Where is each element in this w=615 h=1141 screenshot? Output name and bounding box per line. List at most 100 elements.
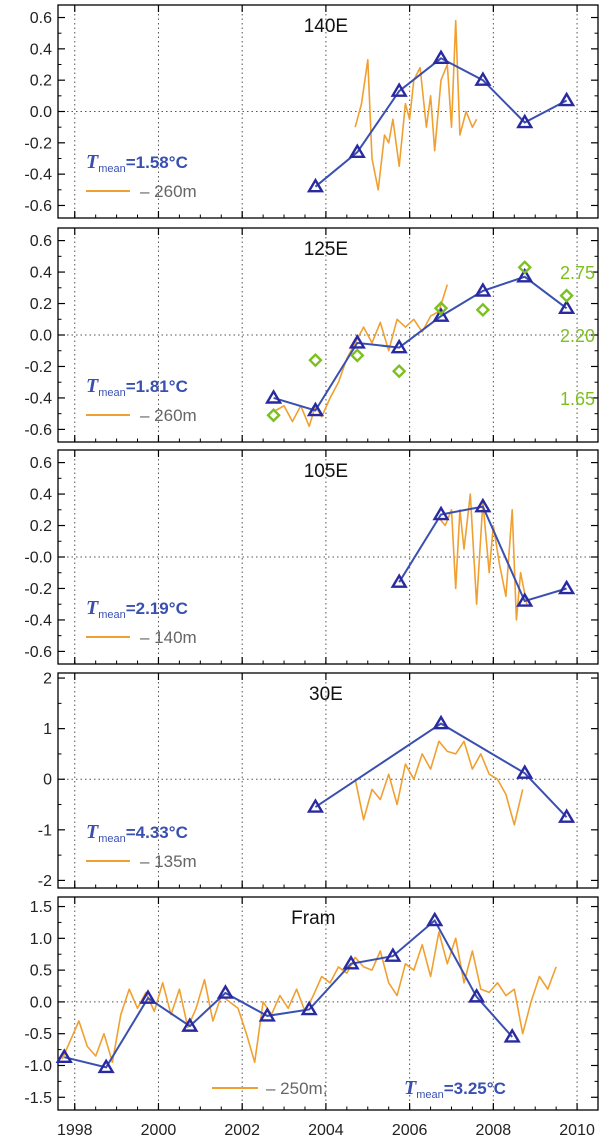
diamond-marker: [433, 301, 449, 316]
y-tick-label: 0.5: [30, 963, 52, 980]
triangle-marker: [306, 401, 325, 417]
panel-125e: -0.6 -0.4 -0.2 0.0 0.2 0.4 0.6 125E 2.75 2.20 1.65…: [24, 227, 599, 443]
triangle-marker: [474, 497, 492, 513]
diamond-marker: [475, 302, 491, 318]
diamond-marker: [517, 260, 532, 275]
panel-title: 125E: [304, 239, 348, 260]
legend-line-label: – 260m: [140, 182, 197, 201]
y-tick-label: 0.6: [30, 233, 52, 250]
triangle-marker: [516, 764, 534, 779]
triangle-marker: [516, 592, 534, 607]
observed-series-line: [275, 284, 449, 428]
y-tick-label: -0.4: [24, 167, 52, 184]
y-tick-label: -1.0: [24, 1058, 52, 1075]
x-tick-label: 2004: [308, 1122, 344, 1139]
panel-30e: -2 -1 0 1 2 30E Tmean=4.33°C – 135m: [38, 671, 599, 890]
y-tick-label: 0.6: [30, 10, 52, 27]
x-tick-label: 2008: [476, 1122, 512, 1139]
legend-tmean: Tmean=2.19°C: [86, 597, 188, 621]
y-tick-label: -0.4: [24, 390, 52, 407]
triangle-marker: [216, 984, 235, 999]
observed-series-line: [61, 931, 557, 1064]
legend-tmean: Tmean=1.58°C: [86, 151, 188, 175]
model-series-line: [273, 275, 568, 412]
triangle-marker: [390, 338, 408, 354]
triangle-marker: [306, 798, 325, 813]
y-tick-label: 0.4: [30, 265, 52, 282]
x-tick-label: 2010: [559, 1122, 595, 1139]
diamond-marker: [391, 363, 407, 379]
right-axis-label: 2.75: [560, 263, 595, 283]
y-tick-label: 1.5: [30, 899, 52, 916]
triangle-marker: [432, 714, 450, 730]
triangle-marker: [468, 987, 486, 1003]
triangle-marker: [55, 1048, 73, 1063]
y-tick-label: 1: [43, 721, 52, 738]
x-tick-label: 2000: [141, 1122, 177, 1139]
right-axis-label: 1.65: [560, 389, 595, 409]
triangle-marker: [432, 307, 450, 322]
diamond-marker: [559, 288, 574, 303]
panel-105e: -0.6 -0.4 -0.2 -0.0 0.2 0.4 0.6 105E Tmean=2.19°…: [24, 449, 599, 665]
y-tick-label: 1.0: [30, 931, 52, 948]
triangle-marker: [390, 82, 408, 97]
y-tick-label: 0.6: [30, 455, 52, 472]
y-tick-label: -0.6: [24, 644, 52, 661]
panel-title: 140E: [304, 16, 348, 37]
triangle-marker: [432, 505, 450, 521]
panel-frame: [57, 896, 599, 1111]
observed-series-line: [354, 740, 524, 826]
triangle-marker: [558, 579, 576, 595]
triangle-marker: [306, 177, 325, 193]
panel-fram: -1.5 -1.0 -0.5 0.0 0.5 1.0 1.5 Fram – 250m; Tmean…: [24, 896, 599, 1111]
triangle-marker: [558, 299, 576, 314]
triangle-marker: [426, 911, 444, 927]
triangle-marker: [264, 389, 283, 404]
triangle-marker: [300, 1000, 318, 1016]
y-tick-label: 0.4: [30, 487, 52, 504]
panel-frame: [57, 672, 599, 889]
triangle-marker: [390, 573, 408, 588]
legend-line-label: – 135m: [140, 852, 197, 871]
triangle-marker: [342, 954, 360, 970]
diamond-marker: [350, 348, 365, 363]
triangle-marker: [516, 267, 534, 283]
y-tick-label: 0.2: [30, 296, 52, 313]
model-series-line: [398, 505, 567, 603]
panel-140e: -0.6 -0.4 -0.2 0.0 0.2 0.4 0.6 140E Tmean=1.58°C…: [24, 4, 599, 219]
y-tick-label: -2: [38, 873, 52, 890]
panel-title: Fram: [291, 908, 335, 929]
y-tick-label: 0.0: [30, 994, 52, 1011]
triangle-marker: [348, 334, 366, 349]
legend-line-label: – 250m;: [266, 1079, 327, 1098]
triangle-marker: [432, 49, 450, 64]
triangle-marker: [516, 113, 534, 129]
y-tick-label: -0.0: [24, 550, 52, 567]
triangle-marker: [139, 989, 157, 1004]
legend-tmean: Tmean=4.33°C: [86, 821, 188, 845]
y-tick-label: -0.5: [24, 1026, 52, 1043]
legend-tmean: Tmean=1.81°C: [86, 375, 188, 399]
legend-tmean: Tmean=3.25°C: [404, 1077, 506, 1101]
y-tick-label: 0.4: [30, 41, 52, 58]
triangle-marker: [474, 282, 492, 297]
model-series-line: [314, 57, 568, 188]
y-tick-label: -0.2: [24, 581, 52, 598]
y-tick-label: 0.2: [30, 518, 52, 535]
triangle-marker: [503, 1028, 521, 1043]
y-tick-label: 2: [43, 671, 52, 688]
triangle-marker: [97, 1058, 115, 1074]
y-tick-label: 0: [43, 772, 52, 789]
x-tick-label: 2006: [392, 1122, 428, 1139]
model-series-line: [314, 722, 568, 818]
legend-line-label: – 140m: [140, 628, 197, 647]
right-axis-label: 2.20: [560, 326, 595, 346]
diamond-marker: [308, 352, 323, 368]
panel-title: 30E: [309, 684, 343, 705]
panel-title: 105E: [304, 461, 348, 482]
y-tick-label: 0.2: [30, 73, 52, 90]
triangle-marker: [558, 91, 576, 107]
y-tick-label: -0.6: [24, 198, 52, 215]
x-tick-label: 2002: [224, 1122, 260, 1139]
